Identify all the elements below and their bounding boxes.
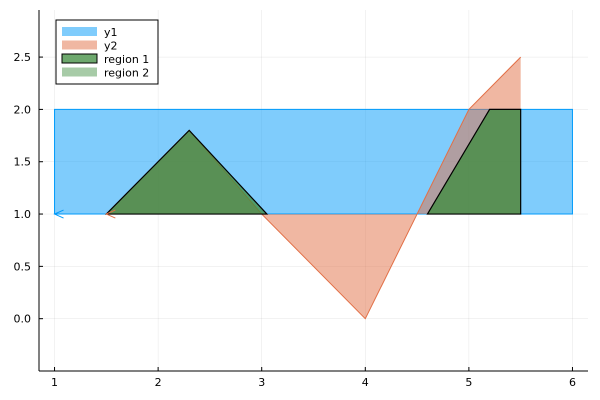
series-end-marker (105, 209, 116, 219)
y-tick-label: 2.0 (14, 103, 32, 116)
plot-series (53, 56, 573, 320)
legend-label: y2 (104, 40, 118, 53)
x-tick-label: 2 (155, 376, 162, 389)
x-tick-label: 1 (51, 376, 58, 389)
axes: 1 2 3 4 5 6 0.0 0.5 1.0 1.5 2.0 2.5 (14, 10, 588, 389)
y-tick-label: 0.5 (14, 260, 32, 273)
legend-label: region 1 (104, 53, 149, 66)
series-region-2-polygon (426, 108, 522, 215)
legend-label: y1 (104, 26, 118, 39)
x-tick-label: 4 (362, 376, 369, 389)
legend-swatch (62, 40, 97, 50)
y-tick-label: 2.5 (14, 51, 32, 64)
y-tick-label: 1.5 (14, 156, 32, 169)
legend-swatch (61, 53, 98, 64)
legend-label: region 2 (104, 67, 149, 80)
y-tick-label: 1.0 (14, 208, 32, 221)
series-end-marker (53, 209, 64, 219)
y-tick-label: 0.0 (14, 313, 32, 326)
series-region-1-polygon (104, 129, 269, 215)
legend-swatch (62, 27, 97, 36)
x-tick-label: 3 (258, 376, 265, 389)
x-tick-label: 6 (569, 376, 576, 389)
x-tick-label: 5 (465, 376, 472, 389)
legend-swatch (62, 67, 97, 77)
